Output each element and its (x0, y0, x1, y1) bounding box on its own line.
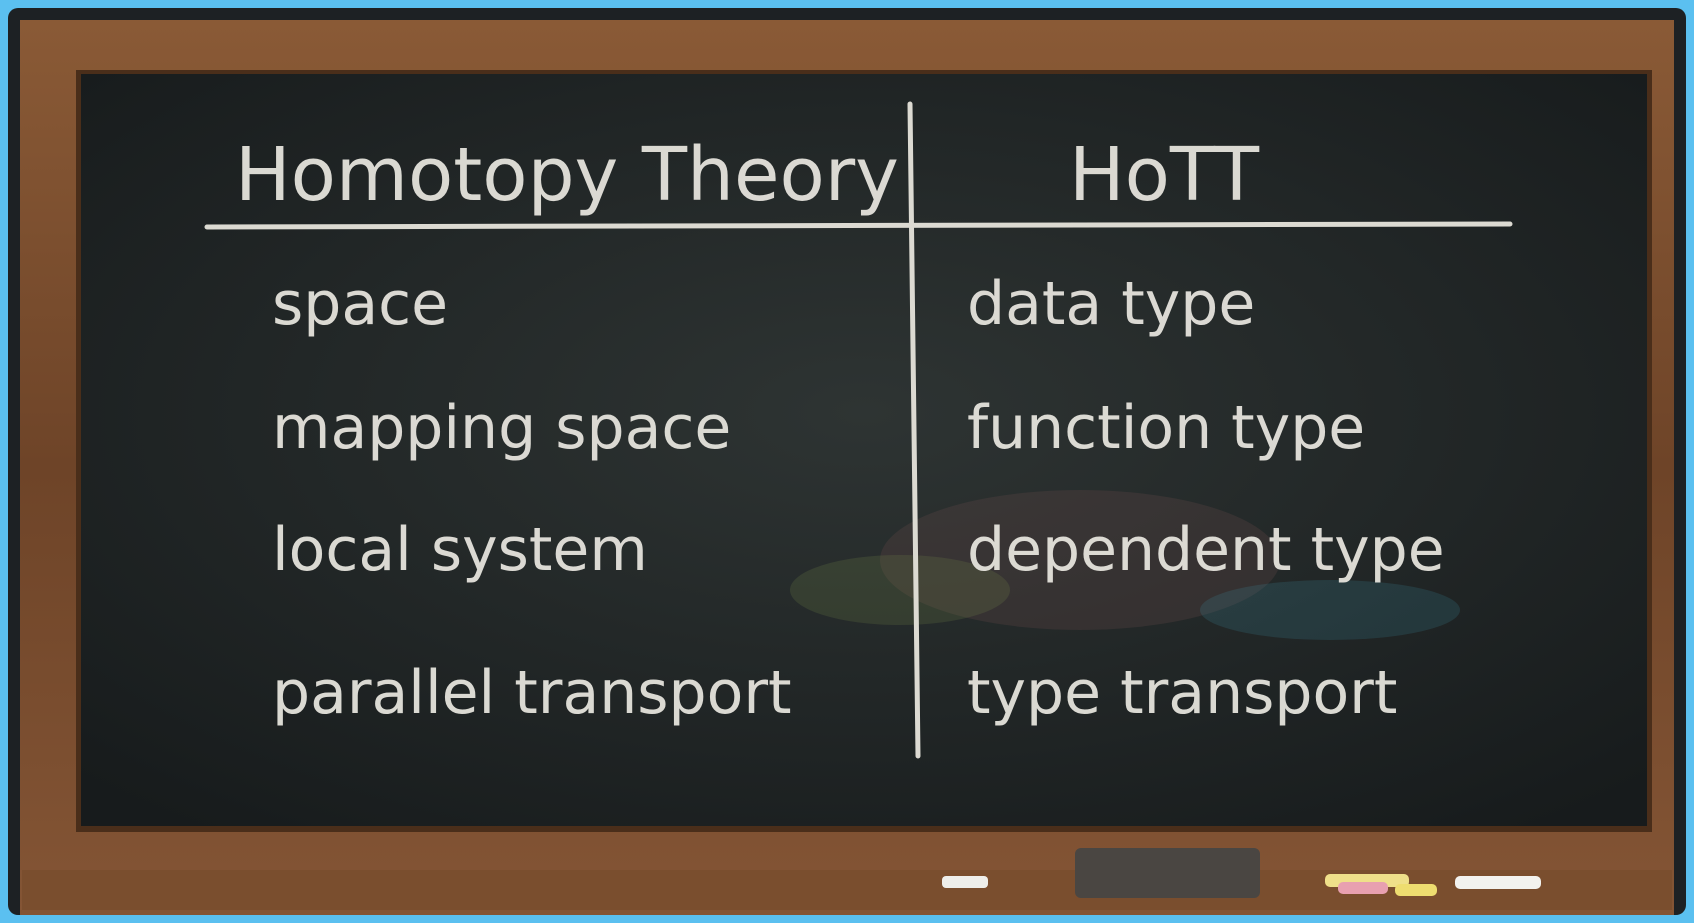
table-cell: parallel transport (272, 658, 792, 728)
column-divider (907, 101, 921, 759)
eraser (1075, 848, 1260, 898)
table-cell: data type (967, 269, 1255, 339)
column-header: HoTT (1069, 132, 1260, 218)
chalk-piece (942, 876, 988, 888)
chalk-piece (1338, 882, 1388, 894)
chalk-piece (1455, 876, 1541, 889)
table-cell: dependent type (967, 515, 1445, 585)
table-cell: local system (272, 515, 648, 585)
table-cell: type transport (967, 658, 1397, 728)
table-cell: space (272, 269, 448, 339)
chalk-smudge (1200, 580, 1460, 640)
chalk-smudge (790, 555, 1010, 625)
table-rule (204, 221, 1513, 230)
chalk-piece (1395, 884, 1437, 896)
table-cell: mapping space (272, 393, 731, 463)
chalkboard-surface (81, 74, 1647, 826)
column-header: Homotopy Theory (235, 132, 899, 218)
chalk-smudge (880, 490, 1280, 630)
table-cell: function type (967, 393, 1365, 463)
